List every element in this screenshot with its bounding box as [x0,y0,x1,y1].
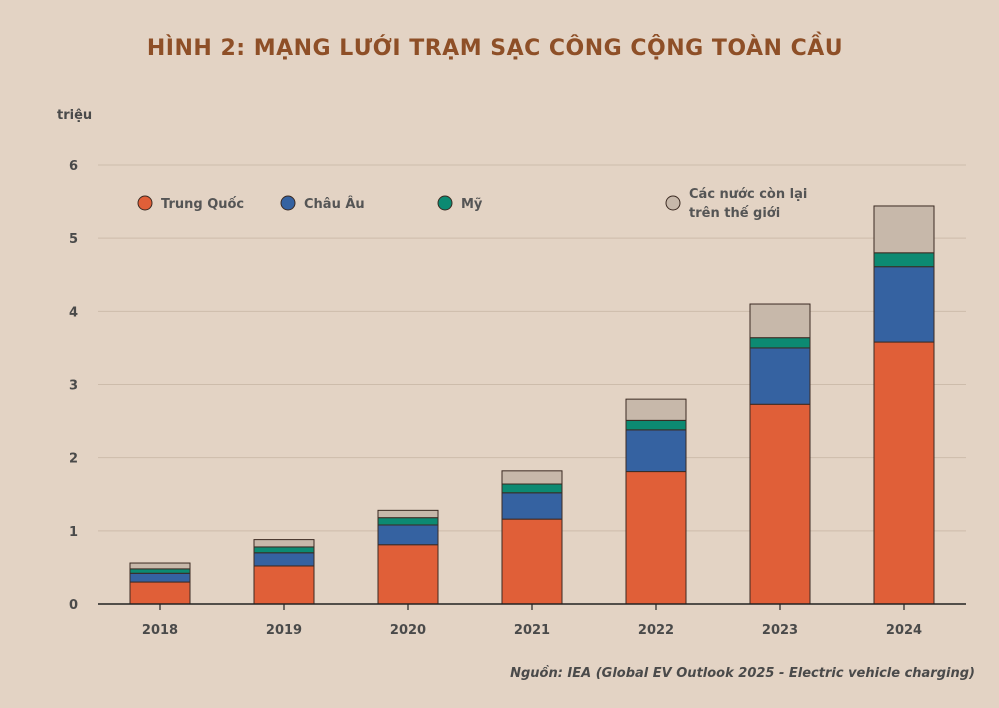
bar-segment [625,471,687,605]
bar-segment [501,470,563,485]
bar-segment [501,483,563,494]
bar-segment [501,518,563,605]
bar-segment [749,303,811,339]
bar-segment [253,539,315,548]
bar-segment [377,509,439,519]
bar-segment [253,546,315,554]
bar-segment [377,517,439,526]
y-axis-ticks: 0 1 2 3 4 5 6 [69,159,78,613]
bar-segment [749,403,811,605]
bar-segment [253,565,315,605]
legend-swatch [665,195,681,211]
y-tick-label: 4 [69,305,78,320]
source-note: Nguồn: IEA (Global EV Outlook 2025 - Ele… [510,666,975,681]
bars [129,205,935,605]
bar-segment [377,524,439,546]
y-tick-label: 3 [69,379,78,394]
bar-segment [129,581,191,605]
bar-segment [749,337,811,349]
bar-segment [873,252,935,268]
legend-swatch [280,195,296,211]
x-tick-label: 2023 [762,623,798,638]
x-tick-label: 2019 [266,623,302,638]
legend-label: Mỹ [461,197,483,212]
bar-segment [873,341,935,605]
bar-segment [253,552,315,567]
bar-segment [129,562,191,570]
y-tick-label: 5 [69,232,78,247]
bar-segment [129,568,191,574]
y-tick-label: 0 [69,598,78,613]
legend-label: Châu Âu [304,196,365,212]
bar-segment [501,492,563,520]
bar-segment [625,419,687,431]
bar-segment [129,572,191,583]
bar-segment [873,205,935,254]
x-tick-label: 2022 [638,623,674,638]
legend-swatch [437,195,453,211]
bar-segment [625,429,687,473]
x-axis: 2018 2019 2020 2021 2022 2023 2024 [98,603,966,638]
bar-segment [749,347,811,405]
chart-title: HÌNH 2: MẠNG LƯỚI TRẠM SẠC CÔNG CỘNG TOÀ… [146,36,844,61]
legend: Trung Quốc Châu Âu Mỹ Các nước còn lại trên … [137,187,807,221]
y-tick-label: 1 [69,525,78,540]
legend-swatch [137,195,153,211]
x-tick-label: 2020 [390,623,426,638]
x-tick-label: 2018 [142,623,178,638]
legend-label: Trung Quốc [161,197,244,212]
legend-label: Các nước còn lại [689,187,807,202]
y-tick-label: 2 [69,452,78,467]
x-tick-label: 2021 [514,623,550,638]
bar-segment [625,398,687,421]
bar-segment [377,544,439,605]
legend-label: trên thế giới [689,206,780,221]
x-tick-label: 2024 [886,623,922,638]
y-tick-label: 6 [69,159,78,174]
bar-segment [873,266,935,343]
y-axis-unit-label: triệu [57,108,93,123]
